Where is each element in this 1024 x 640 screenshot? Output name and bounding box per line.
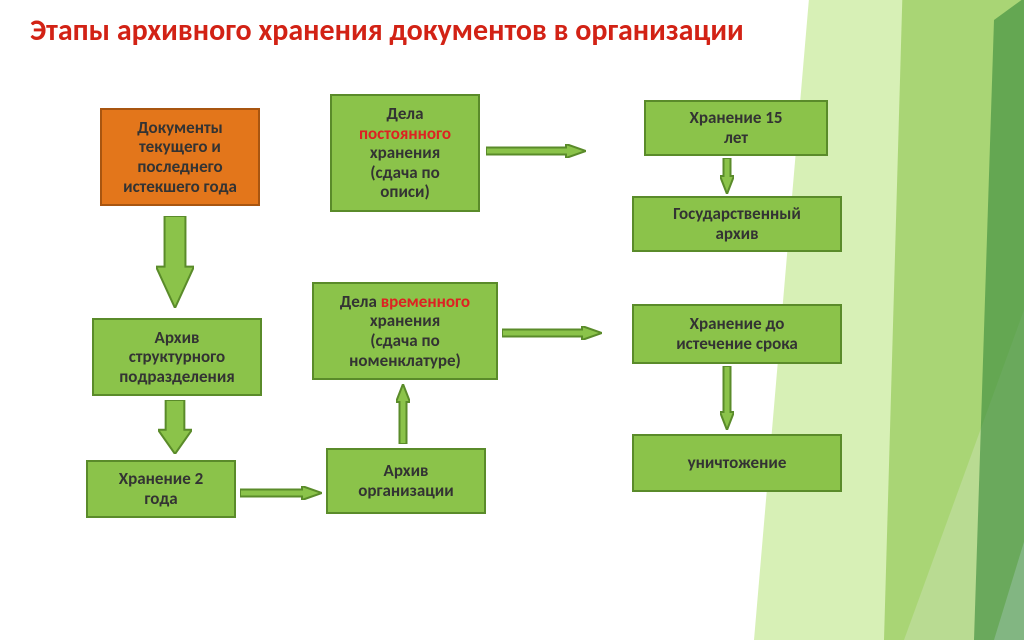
flowchart-node-n3: Хранение 2года (86, 460, 236, 518)
arrow-a6 (502, 326, 602, 340)
arrow-a3 (240, 486, 322, 500)
flowchart-node-n4: Дела постоянногохранения(сдача поописи) (330, 94, 480, 212)
arrow-a7 (720, 158, 734, 194)
page-title: Этапы архивного хранения документов в ор… (30, 14, 744, 47)
arrow-a4 (396, 384, 410, 444)
flowchart-node-n7: Хранение 15лет (644, 100, 828, 156)
arrow-a1 (156, 216, 194, 308)
flowchart-node-n6: Архиворганизации (326, 448, 486, 514)
arrow-a8 (720, 366, 734, 430)
flowchart-node-n10: уничтожение (632, 434, 842, 492)
arrow-a5 (486, 144, 586, 158)
arrow-a2 (158, 400, 192, 454)
flowchart-node-n9: Хранение доистечение срока (632, 304, 842, 364)
flowchart-node-n2: Архивструктурногоподразделения (92, 318, 262, 396)
flowchart-node-n1: Документытекущего ипоследнегоистекшего г… (100, 108, 260, 206)
flowchart-node-n8: Государственныйархив (632, 196, 842, 252)
flowchart-node-n5: Дела временногохранения(сдача пономенкла… (312, 282, 498, 380)
